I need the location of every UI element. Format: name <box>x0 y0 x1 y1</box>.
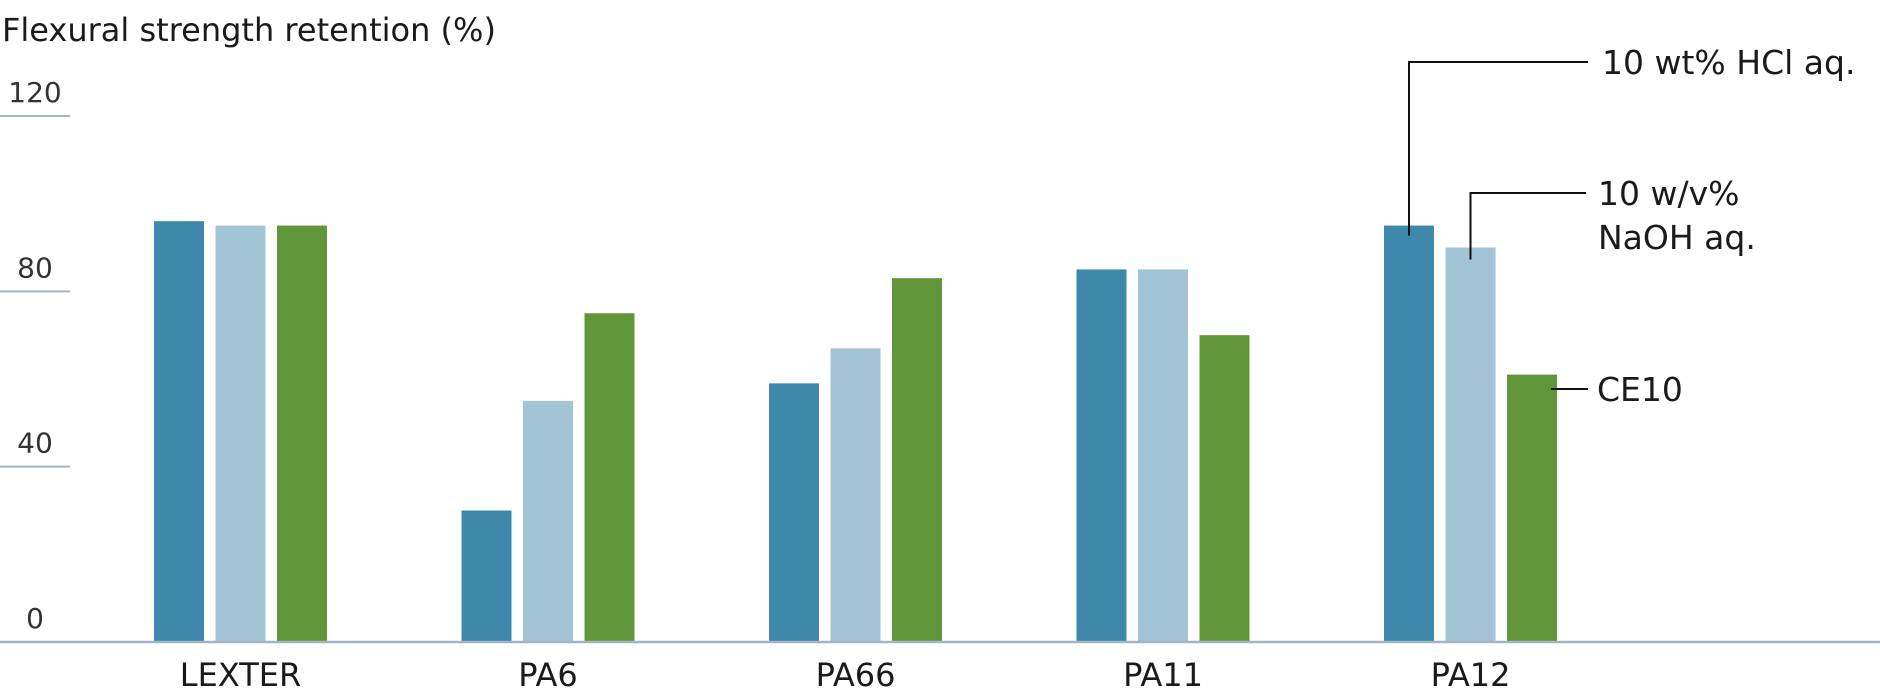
bar-pa66-series-3 <box>892 278 942 642</box>
bar-pa11-series-1 <box>1076 269 1127 642</box>
y-ticks: 0 40 80 120 <box>0 76 70 635</box>
bar-pa66-series-1 <box>769 383 819 642</box>
y-tick-label-40: 40 <box>17 427 53 460</box>
category-labels: LEXTER PA6 PA66 PA11 PA12 <box>180 656 1511 694</box>
legend-callout-line-2 <box>1469 192 1586 260</box>
legend-callouts: 10 wt% HCl aq. 10 w/v% NaOH aq. CE10 <box>1408 43 1855 409</box>
bar-pa6-series-3 <box>584 313 635 642</box>
bar-pa12-series-3 <box>1507 374 1557 642</box>
y-tick-label-0: 0 <box>26 602 44 635</box>
category-label-pa66: PA66 <box>816 656 896 694</box>
bars <box>154 221 1557 643</box>
y-tick-label-80: 80 <box>17 251 53 284</box>
legend-label-3: CE10 <box>1597 370 1683 409</box>
category-label-lexter: LEXTER <box>180 656 301 694</box>
bar-lexter-series-2 <box>215 225 266 643</box>
bar-pa12-series-2 <box>1445 247 1496 642</box>
legend-label-2-line-2: NaOH aq. <box>1598 218 1756 257</box>
y-tick-label-120: 120 <box>8 76 61 109</box>
bar-pa6-series-2 <box>523 400 573 642</box>
category-label-pa12: PA12 <box>1431 656 1511 694</box>
bar-lexter-series-1 <box>154 221 204 642</box>
legend-label-2: 10 w/v% NaOH aq. <box>1598 174 1756 257</box>
category-label-pa11: PA11 <box>1123 656 1203 694</box>
bar-pa11-series-3 <box>1199 335 1250 642</box>
legend-label-2-line-1: 10 w/v% <box>1598 174 1739 213</box>
bar-pa66-series-2 <box>830 348 881 642</box>
bar-pa6-series-1 <box>461 510 512 642</box>
bar-pa11-series-2 <box>1138 269 1188 642</box>
bar-lexter-series-3 <box>277 225 327 643</box>
y-axis-label: Flexural strength retention (%) <box>2 11 496 49</box>
category-label-pa6: PA6 <box>518 656 578 694</box>
bar-pa12-series-1 <box>1384 225 1434 643</box>
legend-label-1: 10 wt% HCl aq. <box>1602 43 1855 82</box>
legend-callout-line-1 <box>1408 61 1588 236</box>
